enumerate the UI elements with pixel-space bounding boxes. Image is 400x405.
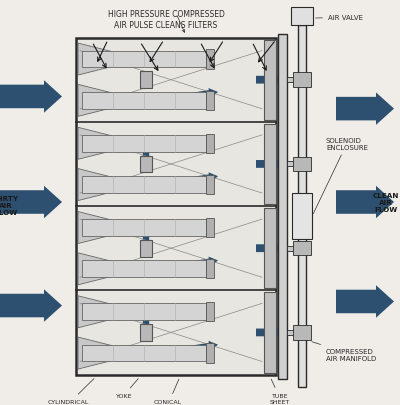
- FancyArrow shape: [126, 53, 166, 67]
- Bar: [292, 194, 312, 240]
- Bar: [206, 260, 214, 279]
- Text: CLEAN
AIR
FLOW: CLEAN AIR FLOW: [373, 192, 399, 213]
- Text: CYLINDRICAL
FILTER: CYLINDRICAL FILTER: [47, 379, 94, 405]
- Bar: [298, 26, 306, 387]
- Bar: [264, 40, 276, 120]
- Bar: [291, 8, 313, 26]
- Bar: [293, 73, 311, 88]
- FancyArrow shape: [80, 55, 128, 65]
- Polygon shape: [78, 296, 142, 328]
- Text: TUBE
SHEET: TUBE SHEET: [270, 379, 290, 404]
- Bar: [82, 345, 206, 362]
- Polygon shape: [78, 128, 142, 160]
- Bar: [206, 218, 214, 238]
- FancyArrow shape: [80, 139, 128, 149]
- Bar: [206, 50, 214, 70]
- FancyArrow shape: [186, 257, 218, 269]
- Bar: [82, 177, 206, 194]
- Bar: [206, 303, 214, 322]
- Polygon shape: [78, 44, 142, 76]
- FancyArrow shape: [100, 264, 172, 275]
- Bar: [287, 78, 298, 83]
- Bar: [264, 209, 276, 288]
- Bar: [82, 93, 206, 109]
- FancyArrow shape: [100, 180, 172, 190]
- Polygon shape: [78, 337, 142, 369]
- FancyArrow shape: [126, 305, 166, 319]
- FancyArrow shape: [186, 173, 218, 185]
- Bar: [82, 220, 206, 237]
- FancyArrow shape: [141, 148, 151, 166]
- Bar: [287, 246, 298, 251]
- FancyArrow shape: [336, 286, 394, 318]
- Polygon shape: [78, 253, 142, 285]
- FancyArrow shape: [80, 223, 128, 233]
- Bar: [140, 72, 152, 89]
- FancyArrow shape: [186, 341, 218, 353]
- Bar: [140, 240, 152, 257]
- Bar: [287, 330, 298, 335]
- Bar: [206, 175, 214, 195]
- Text: CONICAL
FILTER: CONICAL FILTER: [154, 379, 182, 405]
- Polygon shape: [78, 85, 142, 117]
- Bar: [206, 343, 214, 363]
- FancyArrow shape: [141, 316, 151, 335]
- FancyArrow shape: [256, 75, 284, 86]
- Bar: [206, 134, 214, 153]
- Bar: [82, 136, 206, 152]
- Bar: [293, 241, 311, 256]
- Polygon shape: [78, 169, 142, 201]
- Bar: [140, 156, 152, 173]
- Bar: [82, 51, 206, 68]
- Bar: [287, 162, 298, 167]
- Bar: [140, 324, 152, 341]
- Bar: [264, 292, 276, 373]
- FancyArrow shape: [256, 327, 284, 339]
- Bar: [206, 92, 214, 111]
- FancyArrow shape: [256, 243, 284, 254]
- Text: YOKE: YOKE: [116, 379, 138, 398]
- Bar: [82, 304, 206, 320]
- Text: DIRTY
AIR
FLOW: DIRTY AIR FLOW: [0, 195, 18, 215]
- FancyArrow shape: [256, 159, 284, 171]
- FancyArrow shape: [126, 222, 166, 235]
- FancyArrow shape: [0, 186, 62, 219]
- Bar: [293, 157, 311, 172]
- Bar: [82, 261, 206, 277]
- Bar: [76, 38, 276, 375]
- FancyArrow shape: [126, 137, 166, 151]
- FancyArrow shape: [100, 96, 172, 107]
- FancyArrow shape: [100, 348, 172, 358]
- FancyArrow shape: [336, 93, 394, 126]
- FancyArrow shape: [336, 186, 394, 219]
- FancyArrow shape: [141, 232, 151, 251]
- Text: SOLENOID
ENCLOSURE: SOLENOID ENCLOSURE: [313, 137, 368, 214]
- Polygon shape: [78, 212, 142, 244]
- FancyArrow shape: [186, 89, 218, 101]
- Text: AIR VALVE: AIR VALVE: [316, 15, 363, 21]
- Text: HIGH PRESSURE COMPRESSED
AIR PULSE CLEANS FILTERS: HIGH PRESSURE COMPRESSED AIR PULSE CLEAN…: [108, 10, 224, 30]
- Text: COMPRESSED
AIR MANIFOLD: COMPRESSED AIR MANIFOLD: [312, 342, 376, 361]
- Bar: [264, 124, 276, 205]
- FancyArrow shape: [0, 290, 62, 322]
- FancyArrow shape: [0, 81, 62, 113]
- FancyArrow shape: [80, 307, 128, 317]
- Bar: [293, 325, 311, 340]
- Bar: [278, 34, 287, 379]
